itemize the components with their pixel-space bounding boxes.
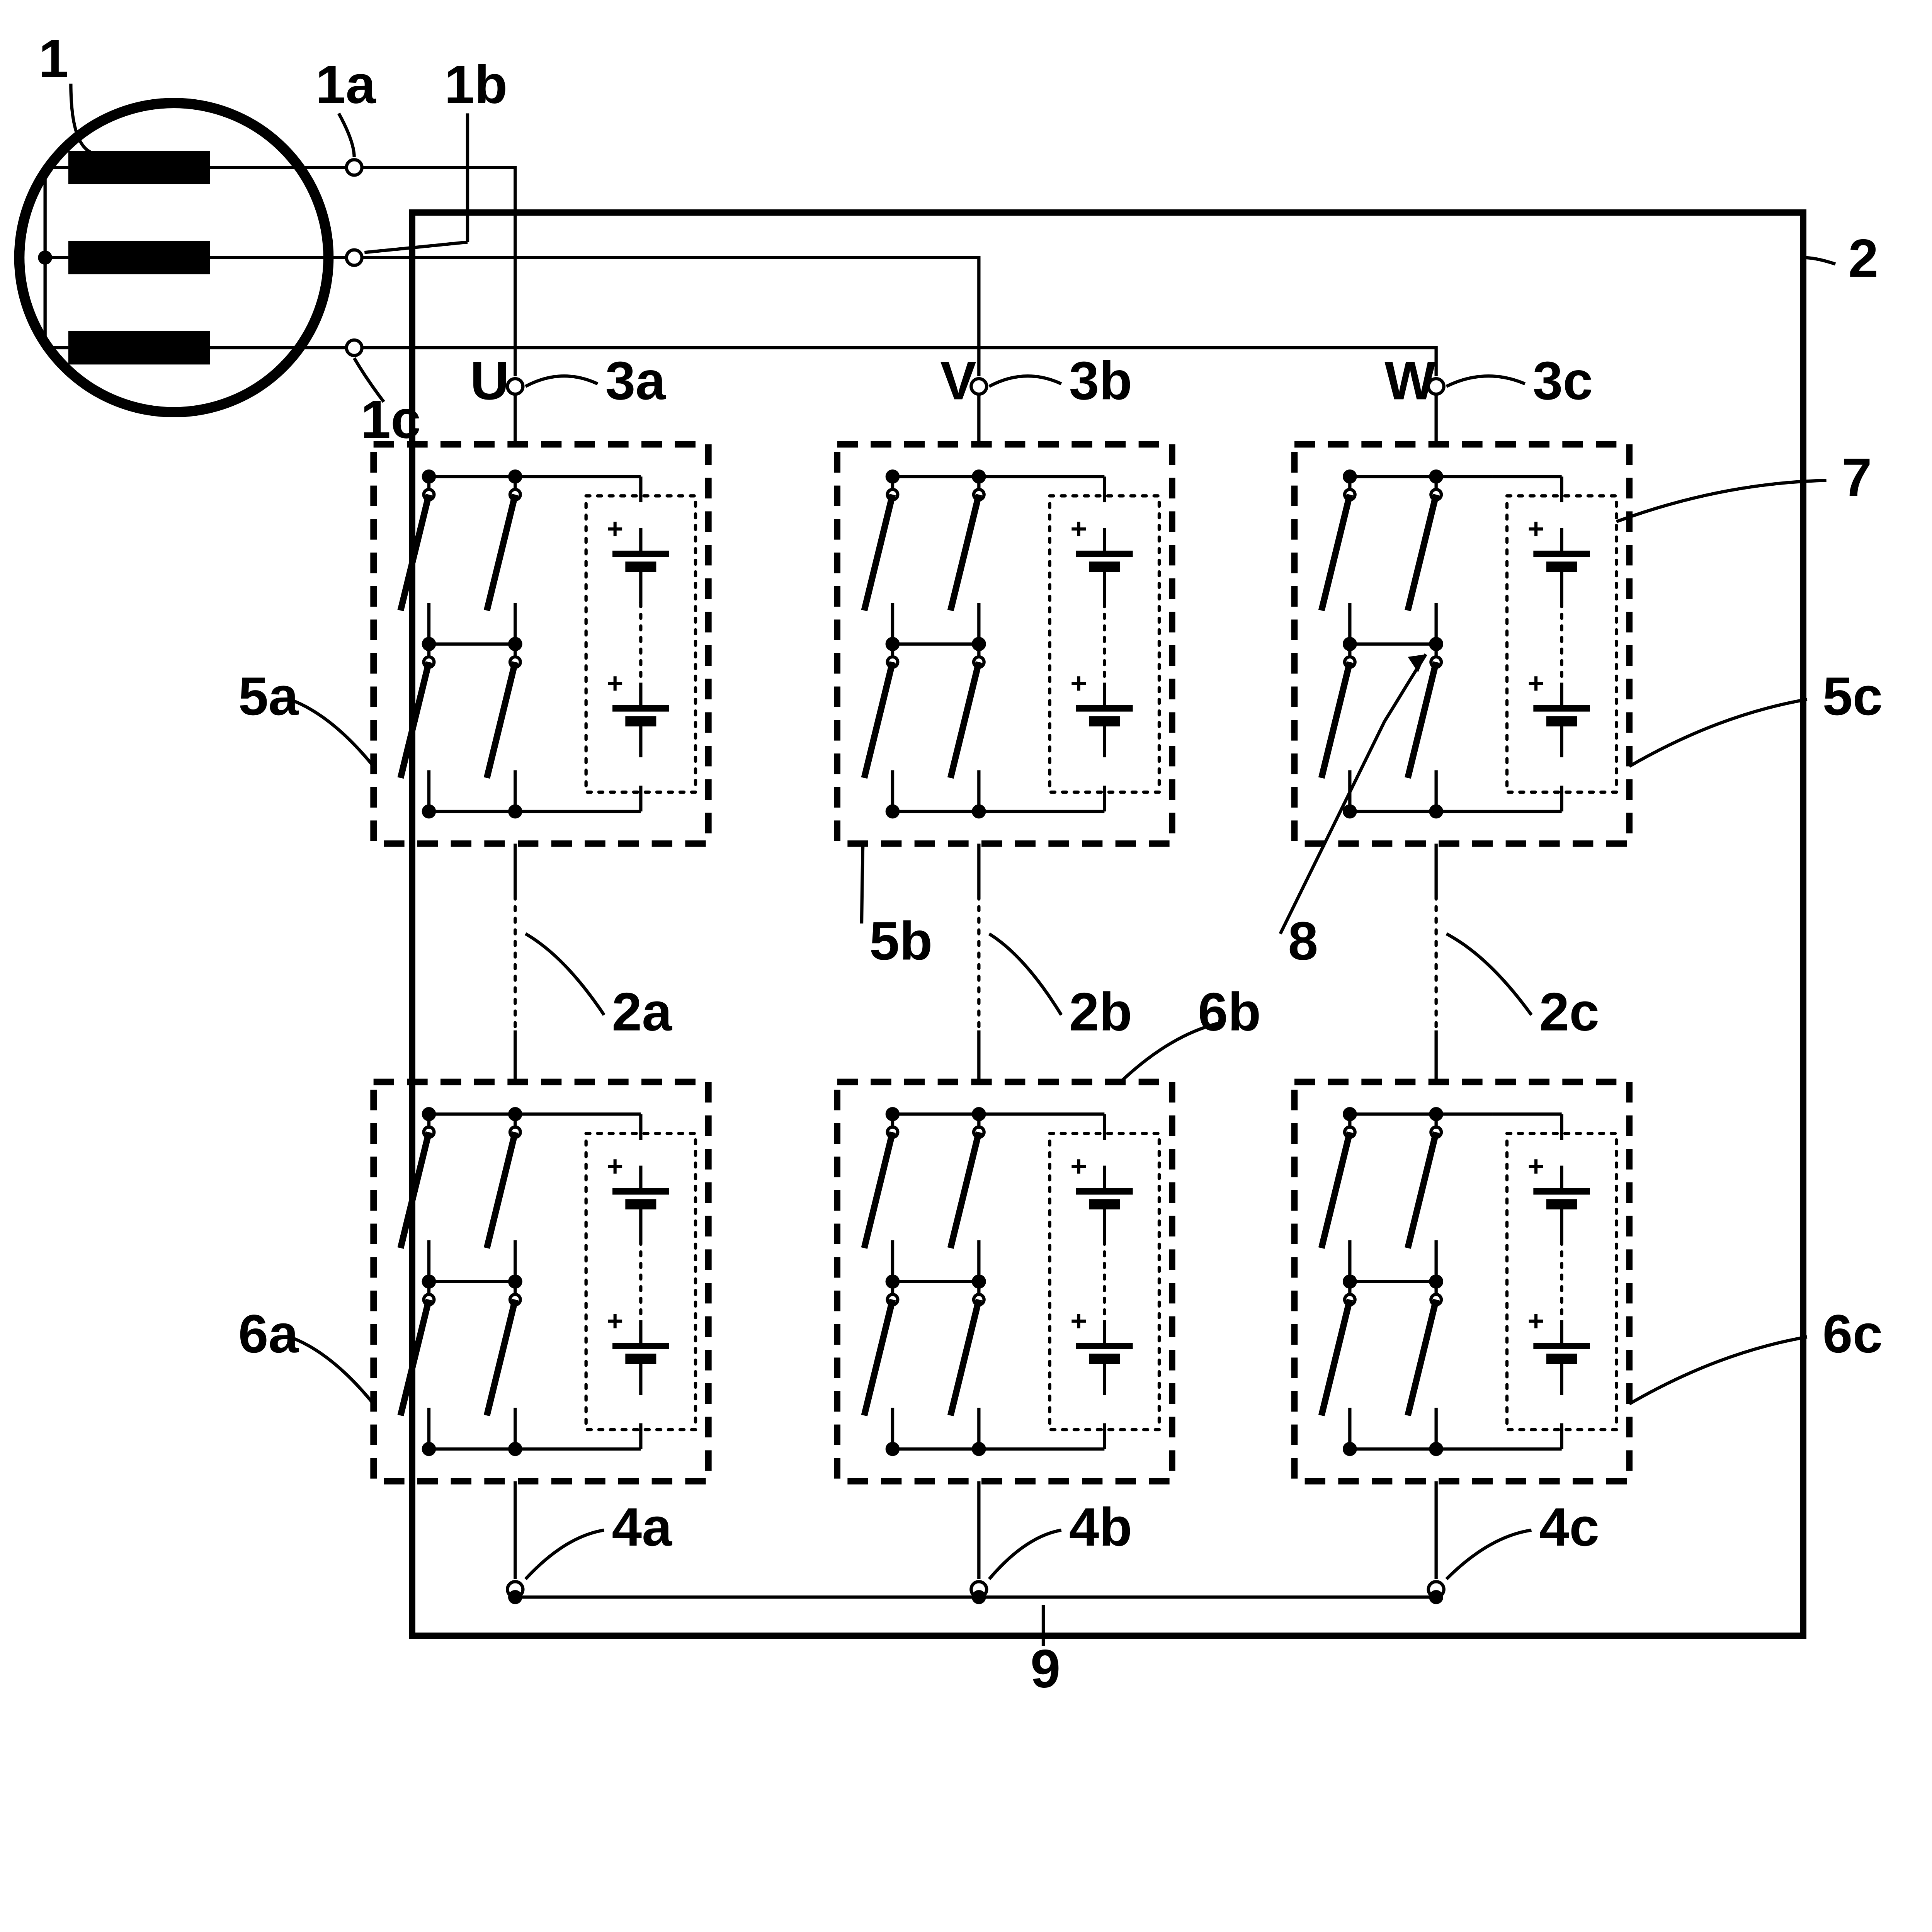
svg-text:+: + [607, 1305, 623, 1337]
converter-box [412, 213, 1803, 1636]
label-4a: 4a [612, 1497, 672, 1557]
label-7: 7 [1842, 447, 1872, 507]
label-1a: 1a [316, 54, 376, 115]
label-4c: 4c [1539, 1497, 1599, 1557]
label-V: V [940, 350, 976, 411]
svg-text:+: + [607, 1150, 623, 1182]
label-9: 9 [1031, 1638, 1061, 1699]
label-3b: 3b [1069, 350, 1132, 411]
svg-text:+: + [1528, 1305, 1544, 1337]
label-2: 2 [1848, 228, 1878, 289]
label-2a: 2a [612, 981, 672, 1042]
svg-text:+: + [1070, 1150, 1087, 1182]
label-1c: 1c [361, 389, 421, 449]
svg-text:+: + [1528, 1150, 1544, 1182]
svg-text:+: + [607, 667, 623, 699]
label-1b: 1b [444, 54, 507, 115]
label-6b: 6b [1198, 981, 1261, 1042]
winding-icon [68, 331, 210, 365]
winding-icon [68, 241, 210, 274]
winding-icon [68, 151, 210, 184]
label-2c: 2c [1539, 981, 1599, 1042]
label-4b: 4b [1069, 1497, 1132, 1557]
label-2b: 2b [1069, 981, 1132, 1042]
svg-text:+: + [1528, 513, 1544, 544]
circuit-diagram: + + + + + + + + + + + +1 1a 1b 1c 2 U 3a V 3b W 3c 5a 5b 7 5c 8 2a 2… [0, 0, 1932, 1713]
label-3c: 3c [1533, 350, 1593, 411]
label-5c: 5c [1823, 666, 1883, 726]
label-1: 1 [39, 28, 69, 89]
label-6a: 6a [238, 1303, 299, 1364]
label-5b: 5b [869, 910, 932, 971]
label-W: W [1384, 350, 1435, 411]
label-6c: 6c [1823, 1303, 1883, 1364]
svg-text:+: + [1070, 1305, 1087, 1337]
svg-text:+: + [607, 513, 623, 544]
svg-text:+: + [1070, 513, 1087, 544]
label-U: U [470, 350, 509, 411]
svg-text:+: + [1070, 667, 1087, 699]
label-8: 8 [1288, 910, 1318, 971]
label-5a: 5a [238, 666, 299, 726]
svg-text:+: + [1528, 667, 1544, 699]
label-3a: 3a [605, 350, 666, 411]
